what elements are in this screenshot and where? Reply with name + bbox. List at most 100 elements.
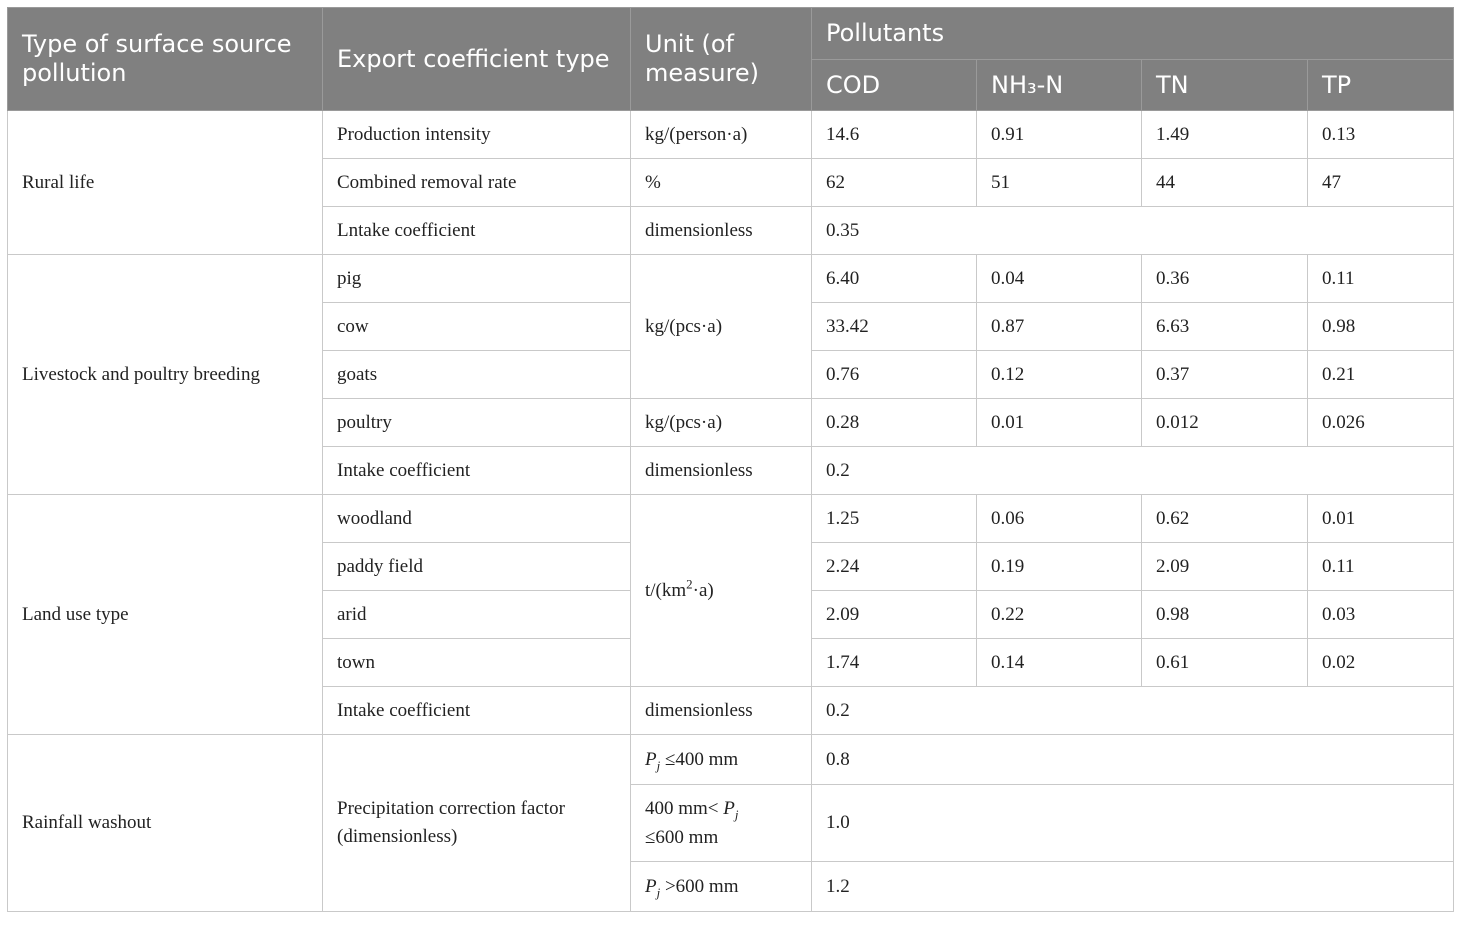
coef-type: Lntake coefficient [322, 206, 631, 255]
nh3n-value: 0.01 [976, 398, 1142, 447]
coef-type: cow [322, 302, 631, 351]
cod-value: 2.09 [811, 590, 977, 639]
nh3n-value: 0.04 [976, 254, 1142, 303]
merged-value: 0.2 [810, 446, 1455, 495]
coef-type: pig [322, 254, 631, 303]
precip-var-sub: j [734, 806, 739, 822]
merged-value: 1.0 [810, 784, 1455, 862]
tp-value: 0.98 [1306, 302, 1455, 351]
table-row: Combined removal rate % 62 51 44 47 [8, 158, 1455, 207]
precip-var: P [723, 798, 735, 819]
coef-type: Combined removal rate [322, 158, 631, 207]
precip-cond-text: >600 mm [664, 875, 739, 897]
header-type: Type of surface source pollution [7, 7, 323, 111]
tp-value: 0.11 [1306, 254, 1455, 303]
header-nh3n: NH₃-N [976, 59, 1142, 111]
category-land-use: Land use type [7, 494, 323, 735]
table-row: Livestock and poultry breeding pig kg/(p… [7, 254, 1455, 495]
tp-value: 0.03 [1306, 590, 1455, 639]
nh3n-value: 0.12 [976, 350, 1142, 399]
tn-value: 0.012 [1141, 398, 1308, 447]
precip-cond-pre: 400 mm< [645, 798, 719, 819]
cod-value: 0.76 [811, 350, 977, 399]
cod-value: 14.6 [811, 110, 977, 159]
tn-value: 0.36 [1141, 254, 1308, 303]
precip-var-sub: j [656, 884, 661, 900]
tn-value: 0.62 [1141, 494, 1308, 543]
tn-value: 6.63 [1141, 302, 1308, 351]
table-row: Land use type woodland t/(km2·a) 1.25 0.… [7, 494, 1455, 735]
table-row: 400 mm< Pj ≤600 mm 1.0 [8, 784, 1455, 862]
precip-condition: Pj ≤400 mm [630, 734, 812, 785]
precip-condition: 400 mm< Pj ≤600 mm [630, 784, 812, 862]
tn-value: 1.49 [1141, 110, 1308, 159]
unit-cell: dimensionless [630, 686, 812, 735]
coef-type: paddy field [322, 542, 631, 591]
table-row: Pj >600 mm 1.2 [8, 861, 1455, 912]
coef-type: Intake coefficient [322, 686, 631, 735]
table-row: goats 0.76 0.12 0.37 0.21 [8, 350, 1455, 399]
nh3n-value: 0.19 [976, 542, 1142, 591]
table-row: Intake coefficient dimensionless 0.2 [8, 686, 1455, 735]
tp-value: 0.01 [1306, 494, 1455, 543]
merged-value: 0.35 [810, 206, 1455, 255]
nh3n-value: 0.87 [976, 302, 1142, 351]
merged-value: 0.8 [810, 734, 1455, 785]
header-tn: TN [1141, 59, 1308, 111]
table-row: cow 33.42 0.87 6.63 0.98 [8, 302, 1455, 351]
table-row: Rainfall washout Precipitation correctio… [7, 734, 1455, 912]
tn-value: 0.37 [1141, 350, 1308, 399]
header-tp: TP [1306, 59, 1455, 111]
unit-cell: kg/(person·a) [630, 110, 812, 159]
tn-value: 2.09 [1141, 542, 1308, 591]
unit-cell: dimensionless [630, 206, 812, 255]
precip-var-sub: j [656, 757, 661, 773]
coef-type: Intake coefficient [322, 446, 631, 495]
pollution-export-coefficient-table: Type of surface source pollution Export … [7, 7, 1455, 912]
unit-cell: dimensionless [630, 446, 812, 495]
coef-type: woodland [322, 494, 631, 543]
cod-value: 6.40 [811, 254, 977, 303]
coef-type: town [322, 638, 631, 687]
unit-superscript: 2 [686, 576, 693, 592]
tn-value: 44 [1141, 158, 1308, 207]
tp-value: 0.13 [1306, 110, 1455, 159]
cod-value: 62 [811, 158, 977, 207]
table-row: Intake coefficient dimensionless 0.2 [8, 446, 1455, 495]
tp-value: 0.02 [1306, 638, 1455, 687]
nh3n-value: 0.22 [976, 590, 1142, 639]
unit-cell: kg/(pcs·a) [630, 254, 812, 399]
nh3n-value: 51 [976, 158, 1142, 207]
precip-cond-post: ≤600 mm [645, 827, 719, 848]
precip-var: P [645, 748, 657, 770]
cod-value: 33.42 [811, 302, 977, 351]
unit-cell: % [630, 158, 812, 207]
merged-value: 0.2 [810, 686, 1455, 735]
unit-suffix: ·a) [692, 579, 714, 601]
coef-type: Production intensity [322, 110, 631, 159]
coef-type: goats [322, 350, 631, 399]
category-rainfall: Rainfall washout [7, 734, 323, 912]
header-cod: COD [811, 59, 977, 111]
precip-condition: Pj >600 mm [630, 861, 812, 912]
cod-value: 0.28 [811, 398, 977, 447]
cod-value: 1.74 [811, 638, 977, 687]
tn-value: 0.61 [1141, 638, 1308, 687]
table-row: Lntake coefficient dimensionless 0.35 [8, 206, 1455, 255]
nh3n-value: 0.91 [976, 110, 1142, 159]
tp-value: 0.11 [1306, 542, 1455, 591]
tp-value: 0.21 [1306, 350, 1455, 399]
coef-type: Precipitation correction factor (dimensi… [322, 734, 631, 912]
cod-value: 1.25 [811, 494, 977, 543]
unit-cell: kg/(pcs·a) [630, 398, 812, 447]
coef-type: arid [322, 590, 631, 639]
header-export-coefficient-type: Export coefficient type [322, 7, 631, 111]
table-row: arid 2.09 0.22 0.98 0.03 [8, 590, 1455, 639]
cod-value: 2.24 [811, 542, 977, 591]
precip-cond-text: ≤400 mm [664, 748, 739, 770]
merged-value: 1.2 [810, 861, 1455, 912]
precip-var: P [645, 875, 657, 897]
table-row: poultry kg/(pcs·a) 0.28 0.01 0.012 0.026 [8, 398, 1455, 447]
nh3n-value: 0.14 [976, 638, 1142, 687]
coef-type: poultry [322, 398, 631, 447]
